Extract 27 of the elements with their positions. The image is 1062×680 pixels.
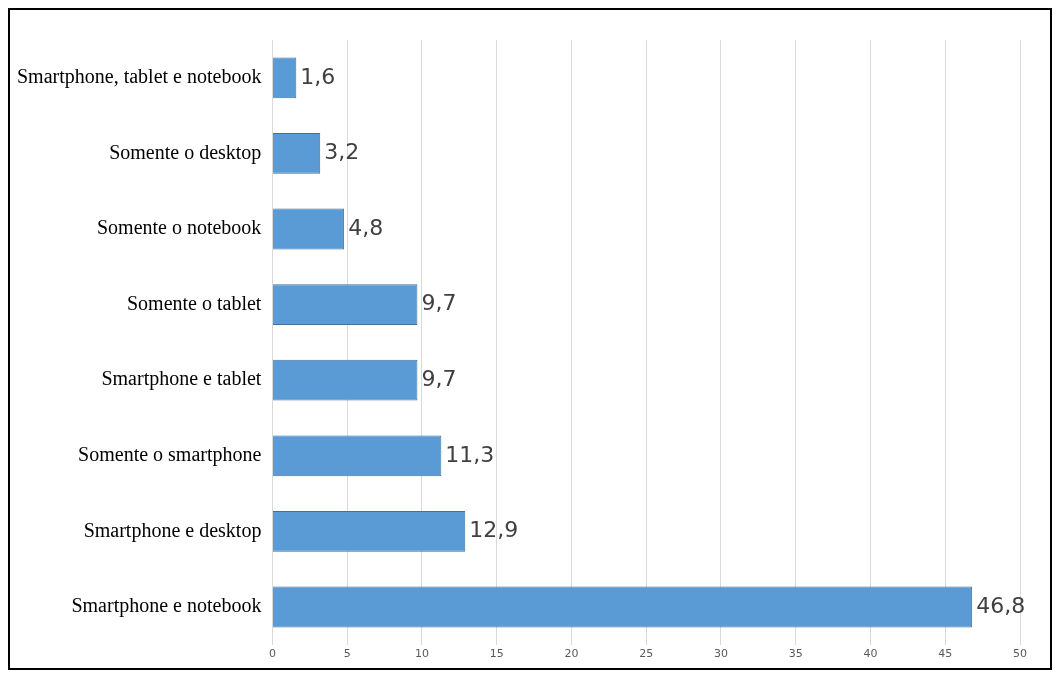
x-tick-label: 40 — [863, 647, 878, 661]
x-tick-label: 30 — [713, 647, 728, 661]
x-tick-label: 5 — [343, 647, 351, 661]
data-label: 12,9 — [469, 517, 519, 543]
y-tick-label: Smartphone, tablet e notebook — [16, 65, 262, 89]
x-tick-label: 45 — [938, 647, 953, 661]
y-tick-label: Smartphone e notebook — [71, 594, 262, 618]
data-label: 4,8 — [348, 214, 384, 240]
x-tick-label: 20 — [564, 647, 579, 661]
y-tick-label: Somente o tablet — [126, 291, 262, 314]
data-label: 11,3 — [445, 441, 495, 467]
x-tick-label: 0 — [268, 647, 276, 661]
y-tick-label: Smartphone e tablet — [101, 367, 262, 391]
x-tick-label: 15 — [489, 647, 504, 661]
data-label: 46,8 — [976, 592, 1026, 618]
data-label: 9,7 — [421, 290, 457, 316]
x-tick-label: 35 — [788, 647, 803, 661]
data-label: 3,2 — [324, 139, 360, 165]
y-tick-label: Somente o notebook — [96, 216, 262, 239]
y-tick-label: Smartphone e desktop — [83, 518, 262, 542]
data-label: 1,6 — [300, 63, 336, 89]
data-label: 9,7 — [421, 365, 457, 391]
y-tick-label: Somente o smartphone — [78, 443, 262, 467]
x-tick-label: 25 — [639, 647, 654, 661]
y-tick-label: Somente o desktop — [109, 140, 262, 164]
x-tick-label: 50 — [1013, 647, 1027, 661]
x-tick-label: 10 — [414, 647, 429, 661]
